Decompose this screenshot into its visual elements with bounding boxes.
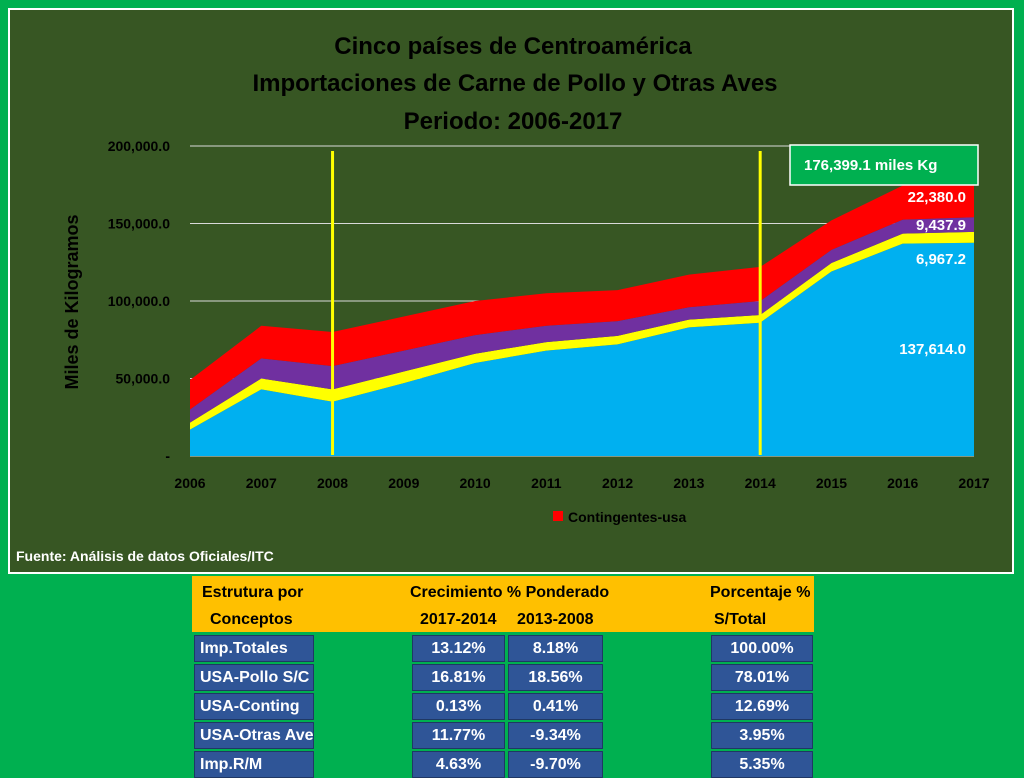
area-series-3 [190,217,974,423]
cell-concepto: Imp.R/M [194,751,314,778]
area-series-group [190,182,974,456]
cell-2013-2008: 8.18% [508,635,603,662]
x-tick-label: 2015 [816,475,847,491]
source-note: Fuente: Análisis de datos Oficiales/ITC [16,548,274,564]
x-tick-label: 2013 [673,475,704,491]
legend-swatch [553,511,563,521]
chart-svg: - 50,000.0 100,000.0 150,000.0 200,000.0 200… [16,33,990,564]
x-tick-label: 2012 [602,475,633,491]
x-axis-ticks: 2006 2007 2008 2009 2010 2011 2012 2013 2014 2015… [174,475,989,491]
chart-panel: - 50,000.0 100,000.0 150,000.0 200,000.0 200… [8,8,1014,574]
cell-concepto: USA-Pollo S/C [194,664,314,691]
legend-label: Contingentes-usa [568,509,686,525]
cell-2017-2014: 16.81% [412,664,505,691]
cell-s-total: 78.01% [711,664,813,691]
cell-concepto: USA-Conting [194,693,314,720]
y-tick-label: - [165,448,170,464]
x-tick-label: 2008 [317,475,348,491]
total-callout: 176,399.1 miles Kg [789,144,979,186]
cell-2013-2008: 0.41% [508,693,603,720]
x-tick-label: 2007 [246,475,277,491]
y-tick-label: 50,000.0 [116,371,171,387]
cell-s-total: 5.35% [711,751,813,778]
y-axis-ticks: - 50,000.0 100,000.0 150,000.0 200,000.0 [108,138,171,464]
summary-table: Estrutura por Crecimiento % Ponderado Po… [192,576,816,778]
x-tick-label: 2010 [460,475,491,491]
y-tick-label: 100,000.0 [108,293,170,309]
data-label: 9,437.9 [916,217,966,234]
cell-s-total: 12.69% [711,693,813,720]
cell-2017-2014: 13.12% [412,635,505,662]
area-series-4 [190,182,974,410]
y-axis-label: Miles de Kilogramos [62,214,82,389]
x-tick-label: 2011 [531,475,562,491]
data-label: 22,380.0 [908,189,966,206]
legend: Contingentes-usa [553,509,686,525]
data-labels: 22,380.0 9,437.9 6,967.2 137,614.0 [899,189,966,358]
cell-s-total: 3.95% [711,722,813,749]
x-tick-label: 2016 [887,475,918,491]
data-label: 6,967.2 [916,251,966,268]
vertical-markers [331,151,762,455]
y-tick-label: 200,000.0 [108,138,170,154]
header-estrutura: Estrutura por [202,584,304,601]
cell-concepto: Imp.Totales [194,635,314,662]
cell-2017-2014: 11.77% [412,722,505,749]
table-header-band [192,576,814,632]
x-tick-label: 2009 [388,475,419,491]
chart-title-line-2: Importaciones de Carne de Pollo y Otras … [252,70,777,97]
area-series-1 [190,242,974,456]
cell-2013-2008: -9.34% [508,722,603,749]
cell-2017-2014: 4.63% [412,751,505,778]
header-porcentaje: Porcentaje % [710,584,811,601]
data-label: 137,614.0 [899,341,966,358]
header-2013-2008: 2013-2008 [517,611,594,628]
cell-2013-2008: -9.70% [508,751,603,778]
header-s-total: S/Total [714,611,767,628]
x-tick-label: 2014 [745,475,776,491]
header-crecimiento: Crecimiento % Ponderado [410,584,610,601]
total-callout-text: 176,399.1 miles Kg [804,157,937,174]
cell-s-total: 100.00% [711,635,813,662]
area-series-2 [190,231,974,430]
x-tick-label: 2006 [174,475,205,491]
cell-2017-2014: 0.13% [412,693,505,720]
chart-title-line-3: Periodo: 2006-2017 [404,108,623,135]
header-2017-2014: 2017-2014 [420,611,497,628]
x-tick-label: 2017 [958,475,989,491]
y-tick-label: 150,000.0 [108,216,170,232]
cell-2013-2008: 18.56% [508,664,603,691]
chart-title-line-1: Cinco países de Centroamérica [334,33,692,60]
cell-concepto: USA-Otras Aves [194,722,314,749]
header-conceptos: Conceptos [210,611,293,628]
